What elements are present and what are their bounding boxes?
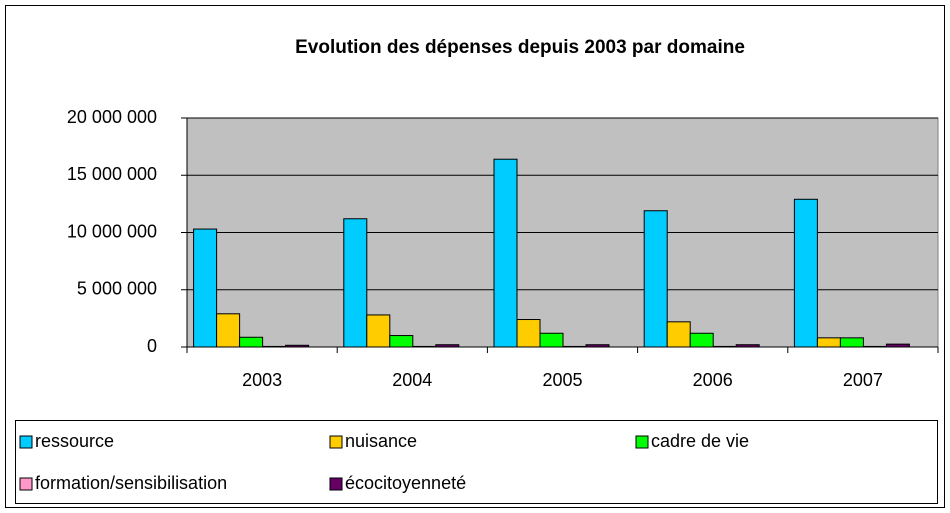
bar <box>643 210 668 348</box>
legend-swatch <box>19 477 33 491</box>
y-tick-label: 5 000 000 <box>77 279 157 299</box>
legend-swatch <box>635 435 649 449</box>
legend-swatch <box>19 435 33 449</box>
bar <box>793 198 818 348</box>
x-tick-label: 2005 <box>542 370 582 390</box>
legend-swatch <box>329 477 343 491</box>
bar <box>666 321 691 348</box>
bar <box>839 337 864 348</box>
bar <box>239 336 264 348</box>
legend-swatch <box>329 435 343 449</box>
legend-label: nuisance <box>345 431 417 451</box>
x-tick-label: 2006 <box>693 370 733 390</box>
bar <box>343 218 368 348</box>
legend-label: ressource <box>35 431 114 451</box>
chart-title: Evolution des dépenses depuis 2003 par d… <box>295 37 745 58</box>
y-tick-label: 20 000 000 <box>67 107 157 127</box>
bar <box>816 337 841 348</box>
bar <box>193 228 218 348</box>
bar <box>539 332 564 348</box>
legend-label: formation/sensibilisation <box>35 473 227 493</box>
x-tick-label: 2003 <box>242 370 282 390</box>
legend-label: écocitoyenneté <box>345 473 466 493</box>
bar <box>216 313 241 348</box>
x-tick-label: 2007 <box>843 370 883 390</box>
legend-label: cadre de vie <box>651 431 749 451</box>
bar <box>516 319 541 348</box>
y-tick-label: 10 000 000 <box>67 221 157 241</box>
y-tick-label: 15 000 000 <box>67 164 157 184</box>
x-tick-label: 2004 <box>392 370 432 390</box>
bar <box>493 158 518 348</box>
bar <box>366 314 391 348</box>
y-tick-label: 0 <box>147 336 157 356</box>
bar <box>689 332 714 348</box>
bar <box>389 335 414 348</box>
legend <box>15 420 938 504</box>
